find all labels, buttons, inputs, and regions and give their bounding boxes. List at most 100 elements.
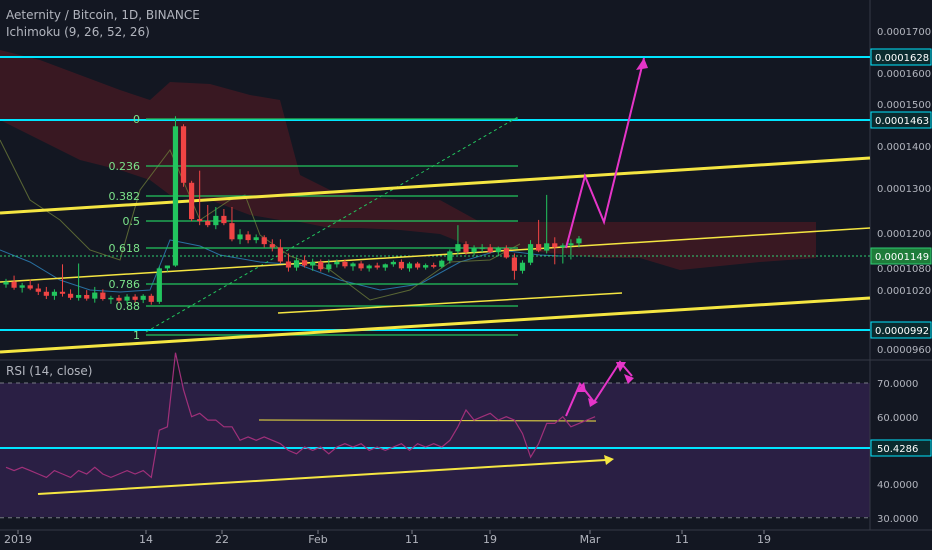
time-axis-tick: 14 (139, 533, 153, 546)
fib-label-7: 1 (133, 329, 140, 342)
candle-body (132, 296, 138, 300)
rsi-axis-tick: 70.0000 (877, 379, 918, 390)
candle-body (560, 245, 566, 248)
price-label-level-bottom: 0.0000992 (875, 326, 929, 337)
candle-body (35, 288, 41, 292)
candle-body (536, 244, 542, 251)
candle-body (253, 237, 259, 241)
price-axis-tick: 0.0001500 (877, 100, 931, 111)
indicator-title: Ichimoku (9, 26, 52, 26) (6, 25, 150, 39)
ichimoku-tenkan-line (0, 239, 561, 293)
projection-arrowhead (636, 58, 648, 70)
channel-mid-line (0, 227, 871, 283)
candle-body (511, 257, 518, 271)
rsi-band (0, 383, 870, 517)
candle-body (180, 126, 187, 183)
candle-body (342, 261, 348, 267)
candle-body (358, 263, 364, 269)
candle-body (59, 291, 66, 294)
time-axis-tick: 11 (405, 533, 419, 546)
candle-body (51, 291, 58, 296)
candle-body (568, 243, 574, 246)
candle-body (406, 263, 413, 269)
rsi-value-box (870, 439, 932, 457)
fib-label-3: 0.5 (123, 215, 141, 228)
candle-body (108, 297, 114, 300)
candle-body (471, 248, 477, 253)
channel-upper-line (0, 156, 871, 215)
time-axis-tick: Feb (308, 533, 327, 546)
candle-body (269, 244, 275, 248)
rsi-value-label: 50.4286 (877, 444, 918, 455)
candle-body (140, 295, 146, 300)
candle-body (552, 243, 558, 248)
fib-label-0: 0 (133, 113, 140, 126)
candle-body (527, 244, 534, 263)
candle-body (197, 219, 203, 222)
rsi-projection-arrowhead (616, 362, 626, 372)
candle-body (124, 296, 130, 301)
candle-body (463, 244, 469, 253)
rsi-support-arrowhead (604, 455, 614, 465)
candle-body (293, 260, 300, 268)
support-line (277, 292, 623, 314)
rsi-title: RSI (14, close) (6, 364, 93, 378)
candle-body (205, 221, 211, 226)
candle-body (374, 265, 380, 268)
candle-body (455, 244, 461, 252)
candle-body (350, 263, 356, 267)
rsi-projection-arrowhead (624, 374, 634, 384)
fib-label-4: 0.618 (109, 242, 141, 255)
time-axis-tick: 11 (675, 533, 689, 546)
candle-body (447, 251, 453, 261)
candle-body (423, 265, 429, 268)
candle-body (189, 182, 195, 220)
channel-lower-line (0, 296, 871, 354)
candle-body (245, 234, 251, 241)
candle-body (27, 285, 33, 289)
candle-body (237, 234, 243, 240)
ichimoku-cloud (0, 50, 816, 270)
time-axis-tick: 2019 (4, 533, 32, 546)
candle-body (519, 262, 526, 271)
price-label-level-top: 0.0001628 (875, 53, 929, 64)
time-axis-tick: 19 (757, 533, 771, 546)
fib-label-6: 0.88 (116, 300, 141, 313)
candle-body (495, 248, 501, 253)
candle-body (439, 260, 445, 267)
fib-label-1: 0.236 (109, 160, 141, 173)
price-axis-tick: 0.0001200 (877, 229, 931, 240)
candle-body (92, 292, 98, 299)
candle-body (382, 264, 388, 268)
candle-body (213, 215, 219, 226)
candle-body (277, 247, 283, 262)
price-label-box-level-top (870, 48, 932, 66)
candle-body (390, 261, 396, 265)
rsi-projection-arrowhead (588, 398, 598, 407)
candle-body (479, 247, 485, 249)
candle-body (334, 261, 340, 265)
time-axis-tick: Mar (580, 533, 601, 546)
candle-body (229, 223, 235, 240)
price-axis-tick: 0.0001300 (877, 184, 931, 195)
candle-body (326, 264, 332, 270)
rsi-axis-tick: 30.0000 (877, 514, 918, 525)
price-axis-tick: 0.0001600 (877, 69, 931, 80)
candle-body (310, 261, 316, 266)
price-label-box-level-mid (870, 111, 932, 129)
price-axis-tick: 0.0001080 (877, 264, 931, 275)
candle-body (398, 261, 405, 269)
candle-body (318, 261, 324, 270)
fib-label-5: 0.786 (109, 278, 141, 291)
candle-body (76, 294, 82, 298)
price-label-box-last-price (870, 247, 932, 265)
time-axis-tick: 19 (483, 533, 497, 546)
candle-body (261, 237, 267, 245)
candle-body (285, 261, 292, 268)
price-axis-tick: 0.0001020 (877, 286, 931, 297)
candle-body (503, 248, 509, 258)
candle-body (544, 243, 550, 251)
price-axis-tick: 0.0001700 (877, 27, 931, 38)
